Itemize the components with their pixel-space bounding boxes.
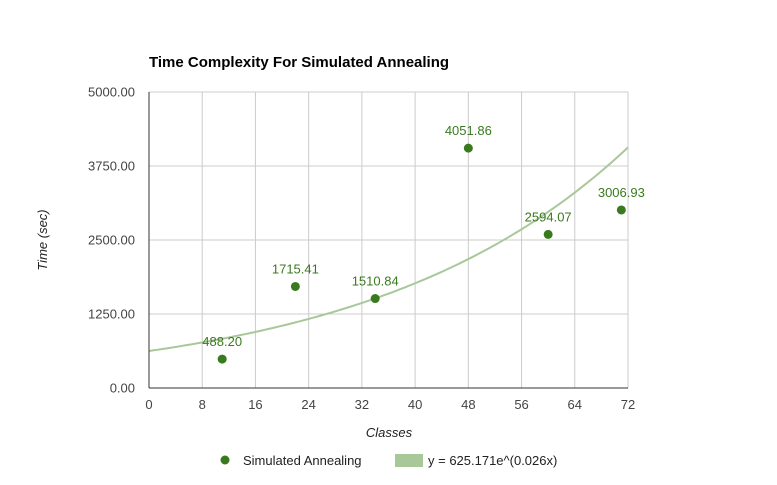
y-axis-label: Time (sec) [35, 209, 50, 270]
legend-trendline-label: y = 625.171e^(0.026x) [428, 453, 557, 468]
x-tick-label: 56 [514, 397, 528, 412]
x-tick-label: 72 [621, 397, 635, 412]
legend: Simulated Annealing y = 625.171e^(0.026x… [220, 453, 557, 468]
trendline [148, 146, 629, 352]
data-point [463, 143, 473, 153]
legend-series-marker [220, 455, 230, 465]
tick-labels: 0 8 16 24 32 40 48 56 64 72 0.00 1250.00 2500.00 3750… [88, 85, 635, 413]
data-points [217, 143, 626, 364]
x-tick-label: 32 [355, 397, 369, 412]
data-point [370, 294, 380, 304]
x-tick-label: 8 [199, 397, 206, 412]
y-tick-label: 3750.00 [88, 159, 135, 174]
chart-title: Time Complexity For Simulated Annealing [149, 54, 449, 71]
data-label: 1510.84 [352, 274, 399, 289]
trendline-layer [148, 146, 629, 352]
data-labels: 488.20 1715.41 1510.84 4051.86 2594.07 3006.9… [202, 123, 645, 349]
y-tick-label: 1250.00 [88, 307, 135, 322]
gridlines [149, 91, 629, 388]
data-label: 3006.93 [598, 185, 645, 200]
legend-trendline-swatch [395, 454, 423, 467]
data-label: 488.20 [202, 334, 242, 349]
x-tick-label: 24 [301, 397, 315, 412]
data-point [217, 354, 227, 364]
y-tick-label: 5000.00 [88, 85, 135, 100]
legend-series-label: Simulated Annealing [243, 453, 362, 468]
y-tick-label: 0.00 [110, 381, 135, 396]
data-point [616, 205, 626, 215]
x-tick-label: 0 [145, 397, 152, 412]
data-label: 4051.86 [445, 123, 492, 138]
data-point [543, 229, 553, 239]
x-tick-label: 48 [461, 397, 475, 412]
data-point [290, 281, 300, 291]
x-tick-label: 40 [408, 397, 422, 412]
x-axis-label: Classes [366, 425, 413, 440]
x-tick-label: 16 [248, 397, 262, 412]
y-tick-label: 2500.00 [88, 233, 135, 248]
axes [148, 92, 628, 389]
data-label: 2594.07 [525, 209, 572, 224]
data-label: 1715.41 [272, 261, 319, 276]
x-tick-label: 64 [568, 397, 582, 412]
